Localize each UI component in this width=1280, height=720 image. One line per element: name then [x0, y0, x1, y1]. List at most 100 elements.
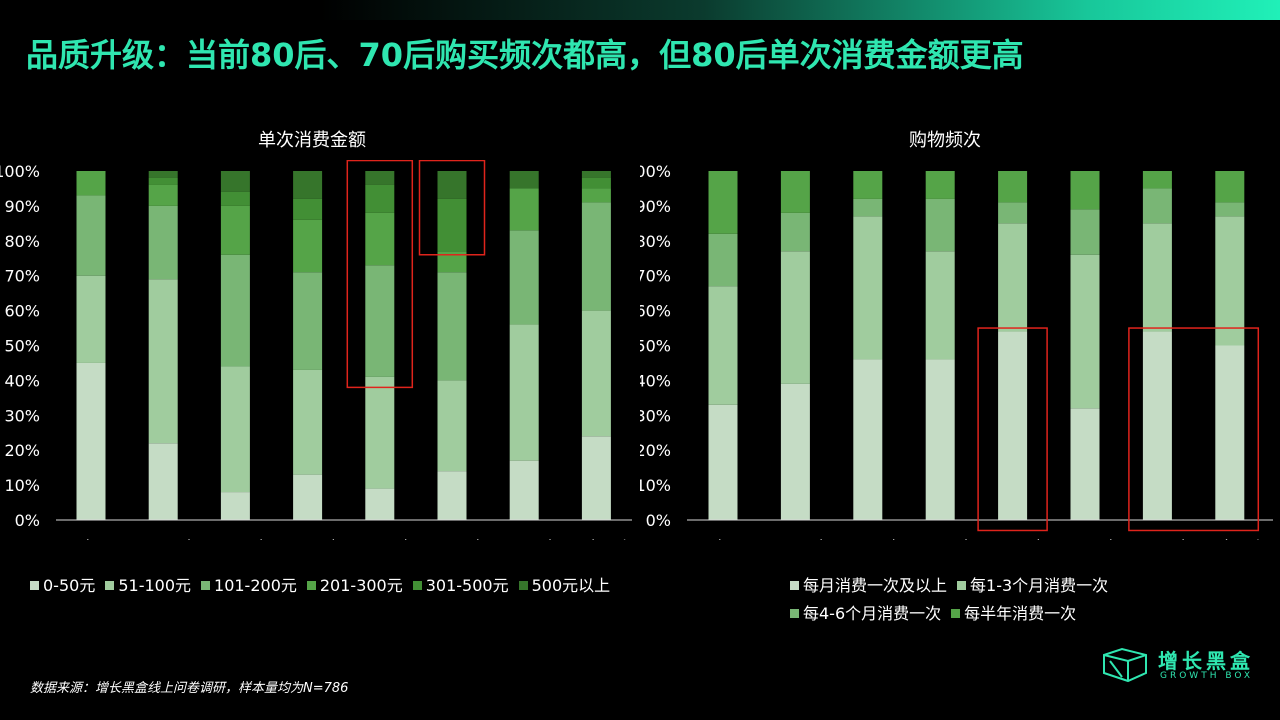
bar-segment — [1142, 223, 1172, 332]
brand-name: 增长黑盒 — [1158, 649, 1254, 673]
legend-label: 51-100元 — [118, 576, 192, 595]
bar-segment — [76, 171, 106, 196]
x-tick-label: 36-40 岁 — [346, 538, 414, 540]
legend-label: 500元以上 — [531, 576, 611, 595]
legend-item: 每半年消费一次 — [951, 600, 1076, 628]
bar-segment — [148, 177, 178, 185]
y-tick-label: 40% — [640, 371, 671, 390]
bar-segment — [220, 366, 250, 493]
bar-segment — [293, 272, 323, 370]
bar-segment — [365, 488, 395, 520]
bar-segment — [780, 171, 810, 213]
bar-segment — [1142, 331, 1172, 520]
legend-swatch — [105, 581, 115, 590]
bar-segment — [293, 198, 323, 220]
legend-swatch — [30, 581, 39, 590]
cube-logo-icon — [1103, 647, 1147, 683]
y-tick-label: 0% — [15, 511, 40, 530]
legend-label: 每4-6个月消费一次 — [803, 604, 942, 623]
source-note: 数据来源：增长黑盒线上问卷调研，样本量均为N=786 — [30, 681, 349, 696]
bar-segment — [220, 492, 250, 520]
brand-logo: 增长黑盒 GROWTH BOX — [1100, 645, 1260, 685]
bar-segment — [365, 265, 395, 377]
bar-segment — [220, 191, 250, 206]
bar-segment — [293, 219, 323, 273]
legend-item: 500元以上 — [518, 572, 611, 600]
bar-segment — [925, 251, 955, 360]
bar-segment — [925, 359, 955, 520]
legend-item: 101-200元 — [201, 572, 297, 600]
bar-segment — [780, 251, 810, 384]
y-tick-label: 30% — [4, 406, 40, 425]
bar-segment — [437, 380, 467, 472]
bar-segment — [148, 443, 178, 520]
bar-segment — [925, 171, 955, 199]
y-tick-label: 70% — [4, 267, 40, 286]
bar-segment — [581, 188, 611, 203]
y-tick-label: 40% — [4, 371, 40, 390]
legend-item: 301-500元 — [412, 572, 509, 600]
legend-label: 每半年消费一次 — [964, 604, 1077, 623]
y-tick-label: 20% — [640, 441, 671, 460]
bar-segment — [1070, 408, 1100, 520]
y-tick-label: 100% — [0, 162, 40, 181]
bar-segment — [148, 171, 178, 178]
bar-segment — [708, 286, 738, 405]
y-tick-label: 50% — [4, 337, 40, 356]
bar-segment — [853, 359, 883, 520]
highlight-box — [418, 160, 486, 256]
legend-item: 每4-6个月消费一次 — [790, 600, 941, 628]
highlight-box — [1128, 327, 1260, 532]
bar-segment — [437, 251, 467, 273]
legend-item: 每1-3个月消费一次 — [957, 572, 1108, 600]
chart1-title: 单次消费金额 — [258, 130, 366, 151]
bar-segment — [998, 171, 1028, 203]
x-tick-label: 51 岁以上 — [560, 538, 633, 540]
bar-segment — [853, 198, 883, 217]
page-title: 品质升级：当前80后、70后购买频次都高，但80后单次消费金额更高 — [26, 36, 1024, 74]
bar-segment — [76, 195, 106, 276]
legend-swatch — [951, 609, 961, 618]
bar-segment — [1215, 345, 1245, 520]
chart-amount: 0% 10% 20% 30% 40% 50% 60% 70% 80% 90% 100% 18 岁以下1… — [0, 160, 633, 540]
y-tick-label: 90% — [4, 197, 40, 216]
legend-label: 201-300元 — [319, 576, 403, 595]
legend-frequency: 每月消费一次及以上 每1-3个月消费一次每4-6个月消费一次 每半年消费一次 — [790, 572, 1170, 628]
y-tick-label: 90% — [640, 197, 671, 216]
legend-item: 51-100元 — [105, 572, 191, 600]
bar-segment — [76, 275, 106, 363]
x-tick-label: 18 岁以下 — [54, 538, 127, 540]
legend-label: 301-500元 — [425, 576, 509, 595]
legend-item: 0-50元 — [30, 572, 95, 600]
bar-segment — [365, 184, 395, 213]
legend-swatch — [518, 581, 528, 590]
bar-segment — [998, 331, 1028, 520]
bar-segment — [581, 202, 611, 311]
bar-segment — [780, 383, 810, 520]
bar-segment — [220, 171, 250, 192]
bar-segment — [509, 188, 539, 231]
x-tick-label: 19-24 岁 — [129, 538, 197, 540]
x-tick-label: 46-50 岁 — [490, 538, 558, 540]
legend-swatch — [412, 581, 422, 590]
x-tick-label: 41-45 岁 — [1051, 538, 1119, 540]
bar-segment — [998, 202, 1028, 224]
top-gradient-bar — [0, 0, 1280, 20]
chart-frequency: 0% 10% 20% 30% 40% 50% 60% 70% 80% 90% 100% 18 岁以下1… — [640, 162, 1273, 540]
bar-segment — [220, 205, 250, 255]
y-tick-label: 70% — [640, 267, 671, 286]
legend-amount: 0-50元 51-100元 101-200元 201-300元 301-500元 500元… — [30, 572, 630, 600]
legend-label: 0-50元 — [43, 576, 96, 595]
bar-segment — [148, 184, 178, 206]
bar-segment — [998, 223, 1028, 332]
bar-segment — [1142, 171, 1172, 189]
x-tick-label: 51 岁以上 — [1193, 538, 1266, 540]
bar-segment — [853, 216, 883, 360]
y-tick-label: 10% — [640, 476, 671, 495]
bar-segment — [1070, 171, 1100, 210]
bar-segment — [1215, 216, 1245, 346]
legend-swatch — [201, 581, 211, 590]
legend-swatch — [790, 581, 799, 590]
bar-segment — [365, 376, 395, 489]
y-tick-label: 10% — [4, 476, 40, 495]
